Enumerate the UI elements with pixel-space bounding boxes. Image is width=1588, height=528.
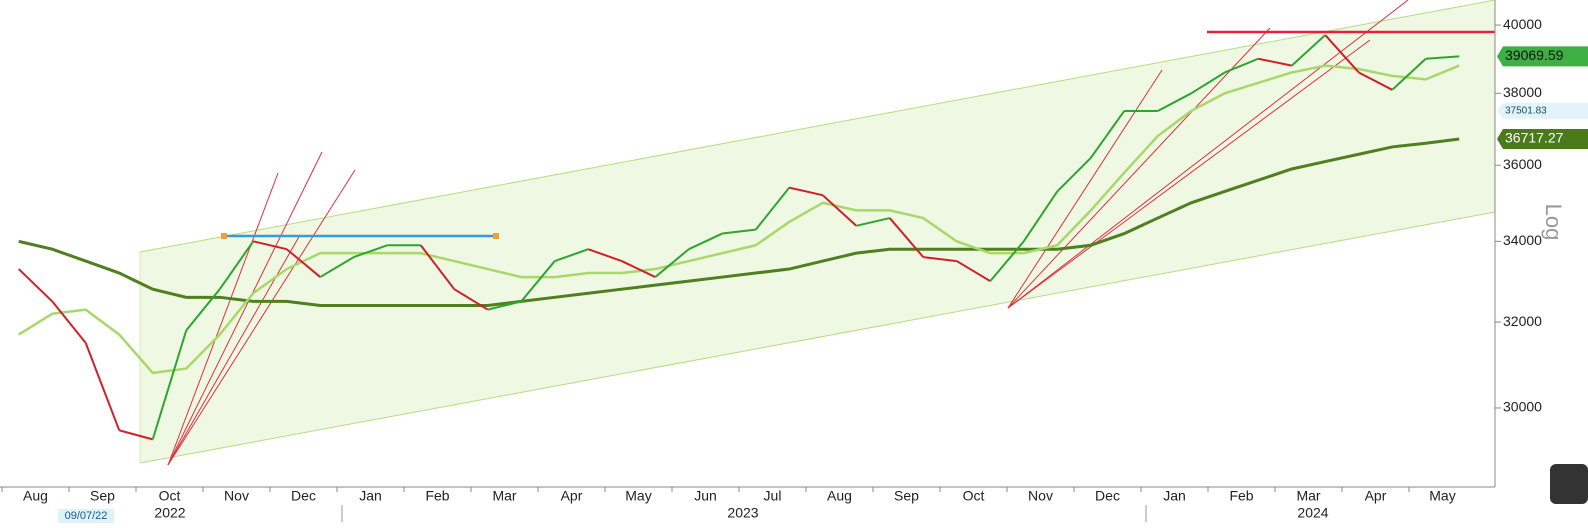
channel-top [139,0,1496,253]
price-segment [989,240,1025,282]
price-segment [888,217,925,258]
price-segment [1425,55,1460,60]
fan-lines [167,0,1409,466]
price-segment [621,260,656,278]
x-tick-label: Aug [23,488,48,504]
x-tick-label: Jul [764,488,782,504]
price-segment [218,240,255,290]
y-tick-label: 34000 [1503,232,1542,248]
price-segment [487,300,522,311]
x-tick-label: Aug [827,488,852,504]
price-segment [1056,157,1092,193]
x-tick-label: Jun [694,488,717,504]
x-tick-label: Feb [1229,488,1253,504]
price-segment [286,248,321,278]
price-segment [1324,34,1360,74]
y-tick-label: 40000 [1503,16,1542,32]
price-segment [319,256,355,278]
price-segment [1258,57,1292,67]
price-segment [789,186,823,197]
price-segment [1358,71,1393,91]
x-tick-label: Nov [224,488,249,504]
price-segment [84,342,121,431]
x-tick-label: Apr [561,488,583,504]
x-tick-label: Mar [492,488,516,504]
price-segment [554,248,589,263]
moving-average [18,137,1460,308]
x-tick-label: Dec [291,488,316,504]
price-segment [253,240,287,251]
price-segment [923,256,957,263]
channel-bottom [139,211,1496,464]
x-tick-label: Sep [894,488,919,504]
x-tick-label: Mar [1296,488,1320,504]
price-tag-label: 37501.83 [1505,106,1547,117]
price-segment [1391,58,1427,91]
date-marker: 09/07/22 [65,510,108,522]
price-segment [520,260,556,303]
channel [140,0,1495,463]
price-segment [856,217,890,227]
price-tag [1497,129,1588,150]
price-segment [151,330,188,440]
price-segment [587,248,623,263]
x-tick-label: Apr [1365,488,1387,504]
x-tick-label: Feb [425,488,449,504]
price-tag-label: 36717.27 [1505,130,1564,146]
x-tick-label: Jan [1163,488,1186,504]
price-segment [1190,71,1226,95]
price-segment [1157,92,1192,112]
annotations [139,0,1496,466]
y-tick-label: 30000 [1503,399,1542,415]
x-tick-label: May [1429,488,1455,504]
x-tick-label: Dec [1095,488,1120,504]
year-label: 2024 [1297,505,1328,521]
price-tag-label: 39069.59 [1505,47,1564,63]
year-label: 2022 [154,505,185,521]
handle [493,233,499,239]
price-segment [688,232,723,251]
price-segment [18,268,53,303]
price-segment [1291,34,1326,67]
price-segment [722,228,756,235]
handle [221,233,227,239]
price-segment [185,288,221,332]
year-label: 2023 [727,505,758,521]
moving-average [18,64,1460,375]
x-tick-label: Sep [90,488,115,504]
settings-icon[interactable] [1550,464,1588,504]
x-tick-label: Jan [359,488,382,504]
price-tag [1497,46,1588,67]
price-segment [1089,110,1126,159]
x-tick-label: May [625,488,651,504]
y-tick-label: 36000 [1503,156,1542,172]
price-segment [51,300,87,344]
price-segment [1224,57,1259,74]
price-segment [754,187,791,231]
price-segment [453,288,489,311]
x-tick-label: Oct [963,488,985,504]
price-segment [956,260,991,282]
date-marker-bg [58,509,114,523]
price-segment [353,244,388,259]
price-segment [822,194,857,227]
price-segment [419,244,456,290]
y-tick-label: 32000 [1503,313,1542,329]
scale-label: Log [1541,204,1566,241]
price-segment [118,429,154,441]
price-segment [1022,190,1059,242]
x-tick-label: Nov [1028,488,1053,504]
price-tag [1497,102,1588,119]
price-segment [654,248,690,278]
y-tick-label: 38000 [1503,84,1542,100]
x-tick-label: Oct [159,488,181,504]
